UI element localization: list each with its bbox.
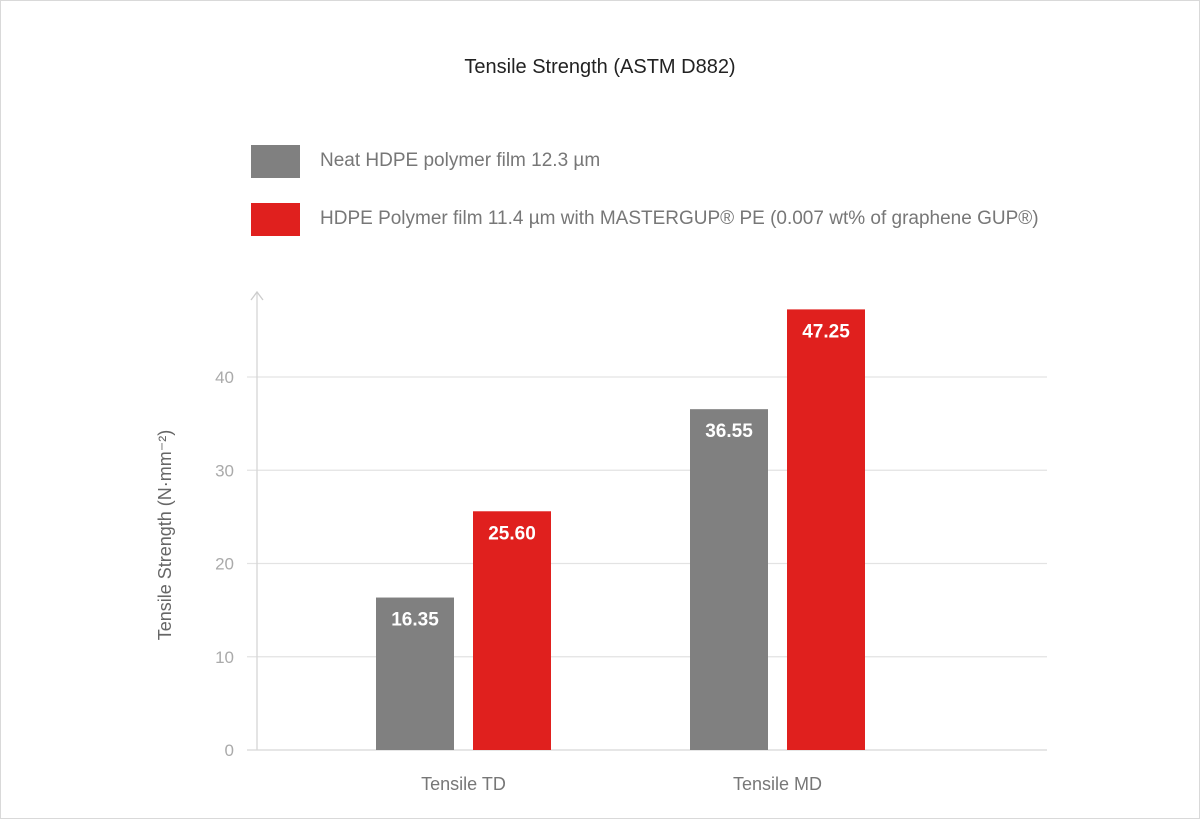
chart-title: Tensile Strength (ASTM D882) [464, 56, 736, 78]
data-label: 47.25 [802, 321, 850, 342]
data-label: 16.35 [391, 610, 439, 631]
x-tick-label: Tensile MD [733, 774, 822, 794]
data-label: 25.60 [488, 523, 536, 544]
y-axis-label: Tensile Strength (N·mm⁻²) [155, 430, 175, 641]
legend-item-neat-hdpe: Neat HDPE polymer film 12.3 µm [251, 144, 600, 178]
legend-swatch-gray [251, 144, 300, 178]
bar-neat-0 [376, 597, 454, 750]
y-tick-label: 40 [215, 368, 234, 387]
bar-neat-1 [690, 409, 768, 750]
data-label: 36.55 [705, 421, 753, 442]
y-axis-arrow-icon [250, 290, 264, 301]
legend-label: HDPE Polymer film 11.4 µm with MASTERGUP… [320, 208, 1039, 229]
legend-swatch-red [251, 202, 300, 236]
y-tick-label: 20 [215, 555, 234, 574]
legend-label: Neat HDPE polymer film 12.3 µm [320, 150, 601, 171]
x-tick-label: Tensile TD [421, 774, 506, 794]
legend-item-mastergup: HDPE Polymer film 11.4 µm with MASTERGUP… [251, 202, 1039, 236]
y-tick-label: 10 [215, 648, 234, 667]
bar-mastergup-0 [473, 511, 551, 750]
bar-mastergup-1 [787, 309, 865, 750]
y-tick-label: 30 [215, 461, 234, 480]
y-tick-label: 0 [225, 741, 234, 760]
